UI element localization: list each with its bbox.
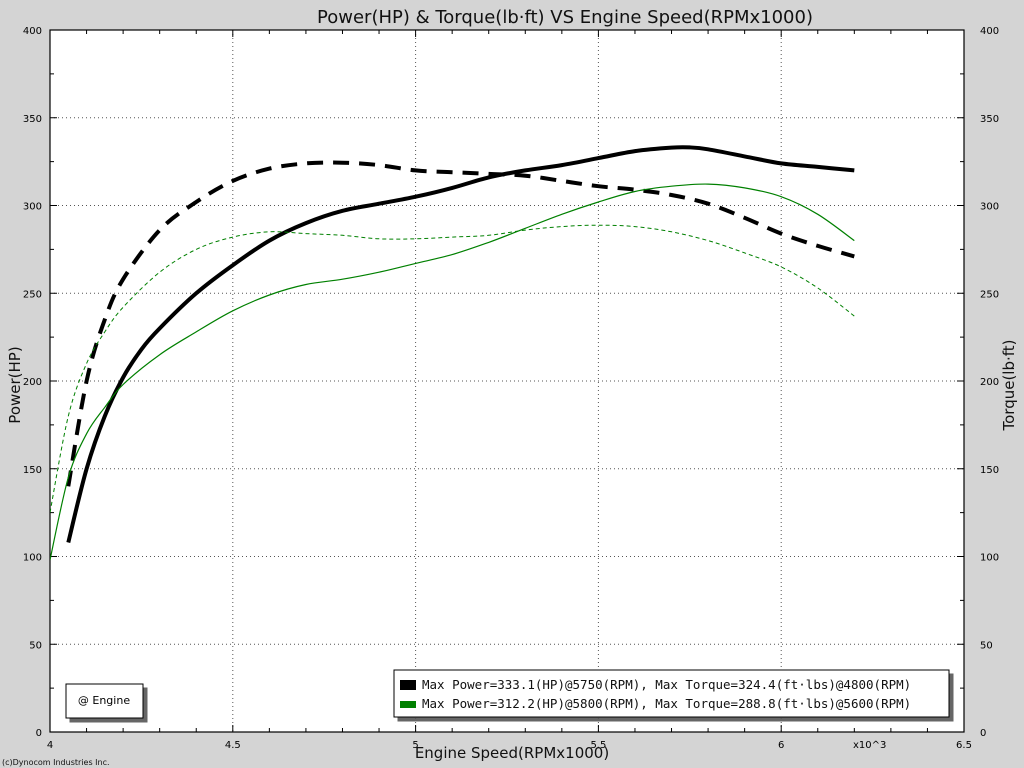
copyright-text: (c)Dynocom Industries Inc.	[2, 758, 110, 767]
y-tick-label-left: 200	[23, 377, 42, 388]
x-axis-title: Engine Speed(RPMx1000)	[415, 744, 609, 762]
y-tick-label-left: 250	[23, 289, 42, 300]
y-tick-label-left: 150	[23, 465, 42, 476]
x-tick-label: 5.5	[590, 740, 606, 751]
y-tick-label-left: 300	[23, 202, 42, 213]
legend-swatch-black	[400, 680, 416, 690]
legend-box	[393, 669, 950, 718]
y-tick-label-left: 400	[23, 26, 42, 37]
series-layer	[50, 145, 855, 561]
engine-label: @ Engine	[78, 694, 130, 707]
x-tick-label: 4	[47, 740, 53, 751]
y-tick-label-left: 0	[36, 728, 42, 739]
y-tick-label-right: 150	[980, 465, 999, 476]
y-axis-title-right: Torque(lb·ft)	[1000, 339, 1018, 431]
y-tick-label-right: 0	[980, 728, 986, 739]
engine-label-box: @ Engine	[65, 683, 144, 719]
series-green-power-line	[50, 183, 855, 561]
y-tick-label-right: 250	[980, 289, 999, 300]
y-tick-label-right: 350	[980, 114, 999, 125]
x-tick-label: 4.5	[225, 740, 241, 751]
series-black-torque-line	[66, 160, 855, 487]
y-tick-label-right: 300	[980, 202, 999, 213]
y-tick-labels-left: 0 50 100 150 200 250 300 350 400	[23, 26, 42, 739]
y-axis-title-left: Power(HP)	[6, 346, 24, 423]
y-tick-label-right: 400	[980, 26, 999, 37]
y-tick-labels-right: 0 50 100 150 200 250 300 350 400	[980, 26, 999, 739]
x-tick-labels: 4 4.5 5 5.5 6 6.5	[47, 740, 972, 751]
x-tick-label: 5	[412, 740, 418, 751]
x-tick-label: 6.5	[956, 740, 972, 751]
y-tick-label-right: 100	[980, 553, 999, 564]
legend-entry-green: Max Power=312.2(HP)@5800(RPM), Max Torqu…	[422, 696, 911, 711]
y-tick-label-left: 50	[29, 640, 42, 651]
legend-entry-black: Max Power=333.1(HP)@5750(RPM), Max Torqu…	[422, 677, 911, 692]
y-tick-label-left: 100	[23, 553, 42, 564]
chart-title: Power(HP) & Torque(lb·ft) VS Engine Spee…	[317, 7, 813, 28]
legend: Max Power=333.1(HP)@5750(RPM), Max Torqu…	[393, 669, 950, 718]
minor-ticks	[49, 29, 965, 733]
legend-swatch-green	[400, 701, 416, 708]
x-tick-label: 6	[778, 740, 784, 751]
y-tick-label-right: 50	[980, 640, 993, 651]
y-tick-label-left: 350	[23, 114, 42, 125]
series-green-torque-line	[50, 224, 855, 513]
x-multiplier-label: x10^3	[853, 740, 886, 751]
grid	[50, 30, 964, 732]
series-black-power-line	[66, 145, 855, 543]
y-tick-label-right: 200	[980, 377, 999, 388]
